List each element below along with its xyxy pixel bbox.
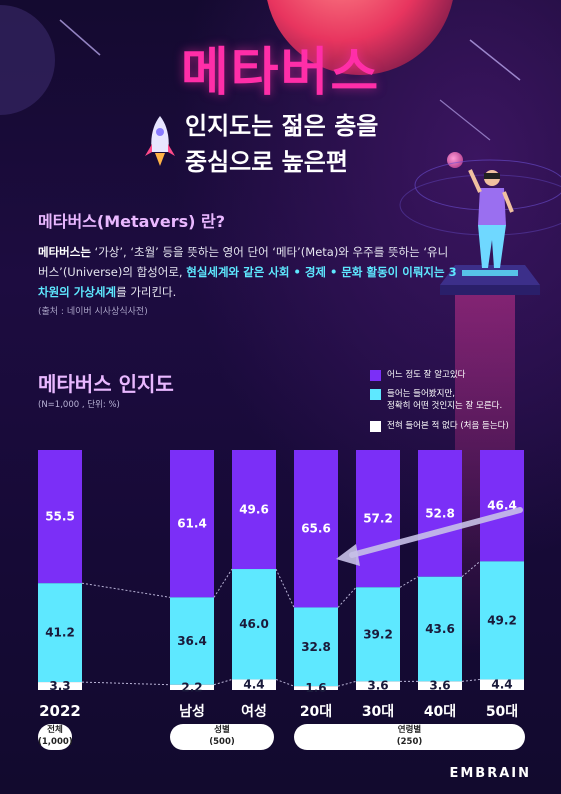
- category-label: 여성: [241, 703, 267, 720]
- legend-swatch: [370, 421, 381, 432]
- chart: 55.5 41.2 3.3 2022 61.4 36.4 2.2 남성 49.6 46.0 4.4 여…: [38, 450, 524, 720]
- category-label: 20대: [300, 704, 332, 720]
- data-label-never: 4.4: [491, 678, 512, 692]
- definition-source: (출처 : 네이버 시사상식사전): [38, 307, 148, 317]
- category-label: 30대: [362, 704, 394, 720]
- data-label-heard: 49.2: [487, 613, 517, 627]
- legend-swatch: [370, 389, 381, 400]
- bar-segment-know: [480, 450, 524, 562]
- group-label-age: 연령별 (250): [294, 724, 525, 750]
- group-label-total: 전체 (1,000): [38, 724, 73, 750]
- data-label-heard: 36.4: [177, 634, 207, 648]
- category-label: 40대: [424, 704, 456, 720]
- bar-segment-never: [232, 679, 276, 690]
- data-label-know: 46.4: [487, 499, 517, 513]
- bar-segment-never: [38, 682, 82, 690]
- data-label-heard: 41.2: [45, 626, 75, 640]
- bar-segment-heard: [232, 569, 276, 680]
- connector-line: [81, 681, 171, 686]
- definition-heading: 메타버스(Metavers) 란?: [38, 212, 225, 231]
- data-label-heard: 46.0: [239, 617, 269, 631]
- data-label-know: 61.4: [177, 517, 207, 531]
- data-label-never: 3.3: [49, 679, 70, 693]
- connector-line: [275, 678, 295, 687]
- connector-line: [337, 680, 357, 687]
- meteor: [439, 99, 491, 141]
- data-label-heard: 32.8: [301, 640, 331, 654]
- data-label-know: 57.2: [363, 512, 393, 526]
- trend-arrow-head: [336, 544, 360, 566]
- bar-segment-know: [232, 450, 276, 570]
- data-label-never: 4.4: [243, 678, 264, 692]
- connector-line: [213, 568, 233, 598]
- bar-segment-know: [356, 450, 400, 588]
- bar-segment-know: [294, 450, 338, 608]
- data-label-know: 55.5: [45, 510, 75, 524]
- moon-left: [0, 5, 55, 115]
- category-label: 남성: [179, 703, 205, 720]
- trend-arrow: [349, 507, 523, 558]
- data-label-never: 1.6: [305, 681, 326, 695]
- legend-swatch: [370, 370, 381, 381]
- connector-line: [461, 678, 481, 682]
- definition-body: 메타버스는 ‘가상’, ‘초월’ 등을 뜻하는 영어 단어 ‘메타’(Meta)…: [38, 245, 457, 299]
- page-subtitle: 인지도는 젊은 층을 중심으로 높은편: [185, 112, 379, 176]
- bar-segment-heard: [356, 587, 400, 682]
- page-title: 메타버스: [180, 43, 381, 103]
- connector-line: [399, 576, 419, 588]
- connector-line: [81, 582, 171, 598]
- bar-segment-know: [38, 450, 82, 584]
- category-label: 2022: [39, 702, 81, 720]
- bar-segment-never: [356, 681, 400, 690]
- data-label-know: 52.8: [425, 506, 455, 520]
- planet-small: [447, 152, 463, 168]
- data-label-heard: 43.6: [425, 622, 455, 636]
- group-label-gender: 성별 (500): [170, 724, 274, 750]
- bar-segment-heard: [38, 583, 82, 683]
- bar-segment-never: [480, 679, 524, 690]
- data-label-never: 2.2: [181, 680, 202, 694]
- bar-segment-heard: [480, 561, 524, 680]
- bar-segment-know: [170, 450, 214, 598]
- bar-segment-heard: [170, 597, 214, 685]
- connector-line: [275, 568, 295, 608]
- bar-segment-heard: [294, 607, 338, 687]
- data-label-know: 49.6: [239, 503, 269, 517]
- rocket-icon: [145, 116, 175, 166]
- data-label-heard: 39.2: [363, 627, 393, 641]
- bar-segment-never: [294, 686, 338, 690]
- chart-title: 메타버스 인지도: [38, 372, 174, 396]
- data-label-never: 3.6: [429, 679, 450, 693]
- connector-line: [337, 586, 357, 608]
- planet-large: [267, 0, 453, 75]
- category-label: 50대: [486, 704, 518, 720]
- chart-note: (N=1,000 , 단위: %): [38, 400, 120, 410]
- meteor: [469, 39, 521, 81]
- meteor: [59, 19, 101, 56]
- bar-segment-heard: [418, 576, 462, 682]
- data-label-know: 65.6: [301, 522, 331, 536]
- data-label-never: 3.6: [367, 679, 388, 693]
- brand-logo: EMBRAIN: [449, 766, 531, 781]
- connector-line: [213, 678, 233, 686]
- bar-segment-never: [170, 684, 214, 690]
- bar-segment-know: [418, 450, 462, 577]
- bar-segment-never: [418, 681, 462, 690]
